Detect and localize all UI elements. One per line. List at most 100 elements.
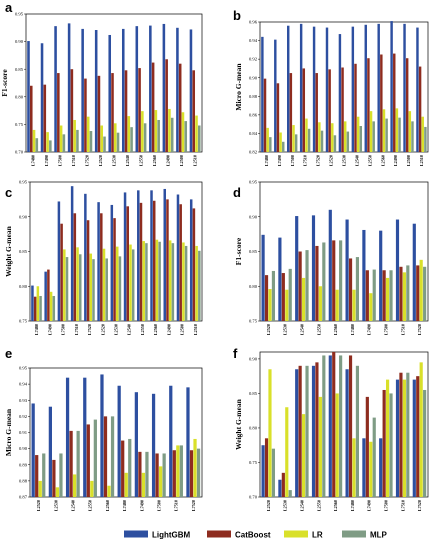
bar-lr-l2550: [141, 111, 144, 152]
bar-lightgbm-l2520: [261, 234, 265, 321]
bar-lr-l7510: [73, 119, 76, 152]
y-tick-label: 0.91: [19, 430, 28, 435]
x-tick-label: L7480: [30, 155, 35, 166]
bar-mlp-l2550: [93, 419, 97, 497]
bar-mlp-l2510: [198, 125, 201, 152]
x-tick-label: L7510: [71, 155, 76, 166]
bar-lightgbm-l7520: [312, 26, 316, 153]
panel-e: e 0.87 0.88 0.89 0.90 0.91 0.92 0.93 0.94 0.95 Mic…: [4, 346, 203, 511]
bar-lr-l7520: [193, 438, 197, 497]
bar-catboost-l7510: [70, 69, 74, 152]
bar-lr-l2560: [107, 485, 111, 497]
bar-lr-l2560: [335, 393, 339, 497]
bar-catboost-l2530: [111, 73, 114, 152]
legend-swatch-mlp: [342, 530, 366, 538]
bar-lightgbm-l2500: [403, 23, 406, 152]
bar-lr-l2540: [302, 414, 306, 497]
x-tick-label: L2520: [266, 500, 271, 511]
bar-mlp-l7480: [355, 365, 360, 497]
y-tick-label: 0.75: [15, 122, 24, 127]
bar-catboost-l7520: [189, 450, 194, 497]
panel-f: f 0.70 0.75 0.80 0.85 0.90 Weight G-mean L2520 L…: [233, 346, 429, 511]
bar-lightgbm-l7480: [261, 36, 264, 152]
bar-lr-l7480: [352, 438, 356, 497]
bar-mlp-l2510: [424, 126, 427, 152]
x-tick-label: L2540: [127, 324, 132, 335]
bar-lightgbm-l2550: [311, 365, 316, 497]
x-tick-label: L7480: [350, 324, 355, 335]
bar-mlp-l7490: [372, 417, 376, 497]
bar-catboost-l2520: [264, 275, 269, 321]
bar-lightgbm-l2500: [176, 27, 179, 152]
bar-lightgbm-l2540: [351, 26, 355, 153]
bar-lightgbm-l7490: [362, 438, 366, 497]
bar-lr-l7510: [305, 118, 308, 152]
bar-lr-l2530: [116, 246, 119, 321]
bar-lightgbm-l7480: [27, 41, 30, 152]
bar-lightgbm-l2560: [328, 209, 332, 321]
bar-lr-l7490: [369, 441, 373, 497]
bar-lr-l2510: [195, 115, 198, 152]
x-tick-label: L7490: [44, 155, 49, 166]
bar-lr-l7490: [369, 293, 373, 321]
bar-catboost-l2530: [281, 472, 285, 497]
bar-mlp-l2540: [305, 365, 309, 497]
bar-lightgbm-l7490: [362, 229, 366, 321]
x-tick-label: L7490: [139, 500, 144, 511]
x-tick-label: L7520: [316, 155, 321, 166]
y-tick-label: 0.75: [19, 319, 28, 324]
bar-mlp-l2540: [76, 430, 80, 497]
x-tick-label: L2510: [193, 324, 198, 335]
bar-lightgbm-l2560: [149, 25, 152, 153]
bar-mlp-l7510: [307, 128, 311, 152]
y-tick-label: 0.70: [249, 495, 258, 500]
x-tick-label: L2560: [380, 155, 385, 166]
bar-lightgbm-l2520: [325, 27, 329, 153]
bar-lightgbm-l7500: [379, 230, 383, 321]
y-axis-label: F1-score: [234, 237, 243, 265]
bar-mlp-l2500: [184, 245, 188, 321]
bar-lr-l2530: [344, 121, 347, 152]
bar-catboost-l7520: [315, 73, 318, 152]
bar-catboost-l2530: [113, 218, 116, 321]
x-tick-label: L7500: [157, 500, 162, 511]
bar-lightgbm-l2550: [364, 24, 367, 153]
bar-lightgbm-l7520: [186, 387, 190, 497]
y-tick-label: 0.85: [19, 249, 28, 254]
bar-lr-l7490: [46, 132, 49, 152]
bar-lightgbm-l2530: [338, 34, 342, 153]
bar-mlp-l2520: [105, 258, 108, 321]
bar-catboost-l2530: [52, 459, 56, 497]
x-tick-label: L2550: [88, 500, 93, 511]
x-tick-label: L2520: [36, 500, 41, 511]
plot-frame: [259, 351, 429, 498]
bar-catboost-l2540: [124, 70, 128, 152]
bar-lr-l2530: [114, 123, 117, 152]
bar-lr-l7510: [402, 272, 406, 321]
y-axis-label: Micro G-mean: [4, 408, 13, 456]
bar-lightgbm-l2510: [416, 27, 419, 153]
x-tick-label: L2520: [98, 155, 103, 166]
bar-lr-l2520: [268, 369, 272, 497]
x-tick-label: L2510: [193, 155, 198, 166]
bar-lightgbm-l7490: [274, 39, 277, 153]
bar-catboost-l7480: [33, 296, 37, 321]
bar-lr-l2530: [285, 289, 289, 321]
x-tick-label: L2530: [342, 155, 347, 166]
x-tick-label: L2530: [112, 155, 117, 166]
x-tick-label: L2490: [166, 324, 171, 335]
bar-catboost-l7510: [172, 450, 176, 497]
x-tick-label: L2490: [166, 155, 171, 166]
bar-lightgbm-l2560: [150, 190, 153, 321]
bar-mlp-l7510: [406, 372, 410, 497]
bar-mlp-l7490: [145, 451, 149, 497]
y-tick-label: 0.88: [19, 478, 28, 483]
legend-swatch-lightgbm: [124, 530, 148, 538]
bar-lr-l2530: [285, 407, 289, 497]
bar-catboost-l2550: [86, 424, 90, 497]
panel-b: b 0.82 0.84 0.86 0.88 0.90 0.92 0.94 0.96 Micro G…: [233, 8, 429, 166]
bar-catboost-l2490: [393, 53, 396, 153]
bar-mlp-l7490: [49, 140, 52, 152]
y-tick-label: 0.85: [249, 391, 258, 396]
bar-catboost-l7500: [382, 270, 386, 321]
